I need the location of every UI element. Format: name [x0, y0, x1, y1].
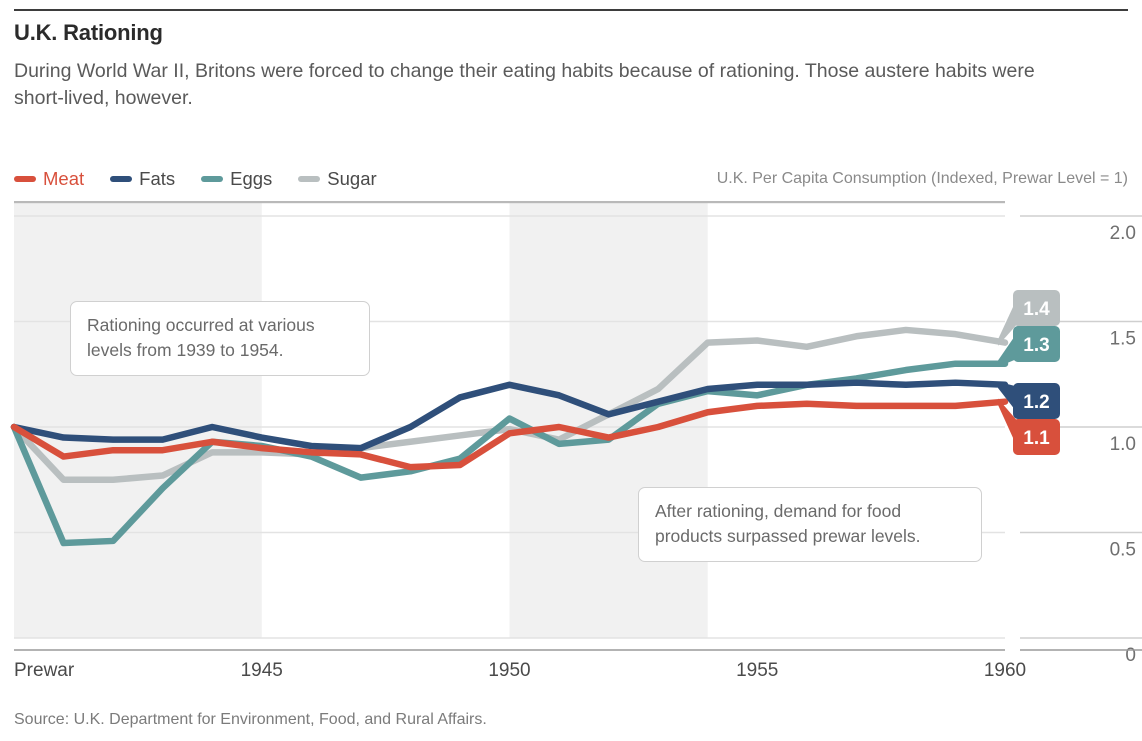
y-axis-tick-label: 0.5	[1110, 540, 1136, 561]
plot-top-border	[14, 201, 1005, 204]
y-axis-tick-label: 2.0	[1110, 223, 1136, 244]
legend-swatch-meat	[14, 176, 36, 182]
legend-label-sugar: Sugar	[327, 168, 377, 189]
legend-item-fats[interactable]: Fats	[110, 168, 175, 190]
shaded-band	[14, 202, 262, 638]
x-axis-tick-label: 1950	[488, 660, 530, 676]
source-note: Source: U.K. Department for Environment,…	[14, 711, 487, 728]
y-axis-note: U.K. Per Capita Consumption (Indexed, Pr…	[716, 170, 1128, 187]
annotation-rationing: Rationing occurred at various levels fro…	[70, 301, 370, 376]
chart-legend: Meat Fats Eggs Sugar	[14, 168, 377, 190]
callout-badge	[1013, 383, 1060, 419]
chart-area: 0 0.5 1.0 1.5 2.0 Prewar 1945 1950 1955 1960 1.4 1.…	[0, 196, 1142, 676]
x-axis-tick-label: 1955	[736, 660, 778, 676]
line-chart: 0 0.5 1.0 1.5 2.0 Prewar 1945 1950 1955 1960 1.4 1.…	[10, 201, 1142, 676]
legend-label-fats: Fats	[139, 168, 176, 189]
legend-item-eggs[interactable]: Eggs	[201, 168, 272, 190]
x-axis-tick-label: 1960	[984, 660, 1026, 676]
value-callout-eggs: 1.3	[998, 326, 1060, 367]
x-axis-tick-label: Prewar	[14, 660, 75, 676]
callout-badge	[1013, 290, 1060, 326]
legend-label-meat: Meat	[43, 168, 85, 189]
legend-swatch-fats	[110, 176, 133, 182]
legend-swatch-sugar	[298, 176, 321, 182]
value-callout-sugar: 1.4	[998, 290, 1060, 346]
callout-value: 1.2	[1023, 392, 1049, 413]
callout-badge	[1013, 326, 1060, 362]
x-axis-tick-label: 1945	[241, 660, 283, 676]
legend-item-meat[interactable]: Meat	[14, 168, 84, 190]
y-axis-tick-label: 1.0	[1110, 434, 1136, 455]
series-line-meat	[10, 398, 1009, 471]
y-axis-tick-label: 0	[1125, 645, 1136, 666]
page-subtitle: During World War II, Britons were forced…	[14, 60, 1035, 109]
callout-value: 1.4	[1023, 299, 1050, 320]
page-title: U.K. Rationing	[14, 20, 163, 45]
series-line-sugar	[10, 326, 1009, 483]
annotation-postwar: After rationing, demand for food product…	[638, 487, 982, 562]
value-callout-fats: 1.2	[998, 381, 1060, 419]
legend-label-eggs: Eggs	[230, 168, 273, 189]
callout-value: 1.1	[1023, 428, 1050, 449]
header-rule	[14, 9, 1128, 11]
callout-badge	[1013, 419, 1060, 455]
legend-swatch-eggs	[201, 176, 224, 182]
y-axis-tick-label: 1.5	[1110, 329, 1136, 350]
legend-item-sugar[interactable]: Sugar	[298, 168, 377, 190]
series-line-fats	[10, 379, 1009, 452]
callout-value: 1.3	[1023, 335, 1049, 356]
value-callout-meat: 1.1	[998, 398, 1060, 455]
